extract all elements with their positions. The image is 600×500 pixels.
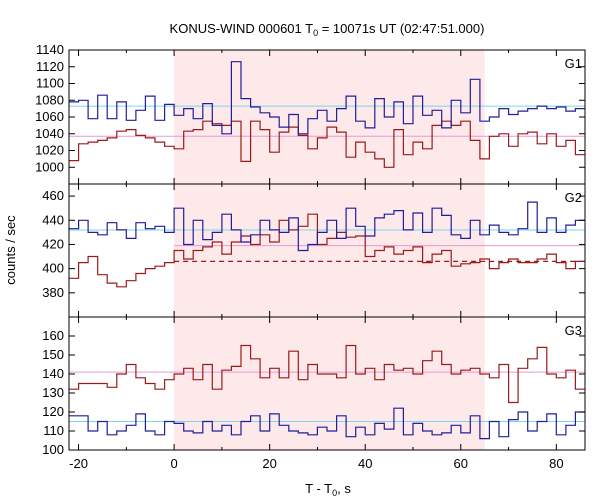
- blue-step-series: [69, 407, 585, 440]
- y-tick-label: 1000: [35, 159, 64, 174]
- blue-step-series: [69, 61, 585, 135]
- red-step-series: [69, 213, 585, 288]
- x-axis-label-sub: 0: [332, 488, 337, 498]
- y-tick-label: 150: [42, 347, 64, 362]
- chart-title-rest: = 10071s UT (02:47:51.000): [318, 21, 484, 36]
- y-axis-label: counts / sec: [3, 215, 18, 285]
- chart-title-sub: 0: [313, 28, 318, 38]
- y-tick-label: 400: [42, 261, 64, 276]
- y-tick-label: 1080: [35, 92, 64, 107]
- y-tick-label: 380: [42, 285, 64, 300]
- highlight-region: [174, 50, 485, 184]
- y-tick-label: 440: [42, 212, 64, 227]
- x-tick-label: 40: [358, 456, 372, 471]
- y-tick-label: 1100: [36, 76, 64, 91]
- chart-title-main: KONUS-WIND 000601 T: [170, 21, 314, 36]
- y-tick-label: 140: [42, 366, 64, 381]
- y-tick-label: 100: [42, 442, 64, 457]
- panel-g2: 380 400 420 440 460 G2: [42, 183, 586, 318]
- x-tick-label: 20: [262, 456, 276, 471]
- panel-g3: 100 110 120 130 140 150 160 G3: [42, 316, 586, 457]
- y-tick-label: 1040: [35, 126, 64, 141]
- red-step-series: [69, 344, 585, 404]
- y-tick-label: 1020: [35, 143, 64, 158]
- red-step-series: [69, 120, 585, 168]
- chart-title: KONUS-WIND 000601 T0 = 10071s UT (02:47:…: [170, 21, 485, 38]
- y-tick-label: 1120: [36, 59, 64, 74]
- panel-label: G1: [565, 56, 582, 71]
- panels-group: 10001020104010601080110011201140G1380400…: [35, 42, 586, 471]
- y-tick-label: 1140: [36, 42, 64, 57]
- y-tick-label: 120: [42, 404, 64, 419]
- y-tick-label: 1060: [35, 109, 64, 124]
- x-tick-label: -20: [69, 456, 88, 471]
- panel-frame: [68, 316, 586, 451]
- x-tick-label: 60: [454, 456, 468, 471]
- y-tick-label: 420: [42, 236, 64, 251]
- panel-label: G2: [565, 190, 582, 205]
- highlight-region: [174, 317, 485, 450]
- y-tick-label: 160: [42, 328, 64, 343]
- panel-label: G3: [565, 323, 582, 338]
- x-axis-label-main: T - T: [305, 481, 332, 496]
- y-tick-label: 460: [42, 188, 64, 203]
- x-tick-label: 80: [549, 456, 563, 471]
- x-axis-label: T - T0, s: [305, 481, 351, 498]
- y-tick-label: 130: [42, 385, 64, 400]
- x-tick-label: 0: [170, 456, 177, 471]
- highlight-region: [174, 184, 485, 317]
- blue-step-series: [69, 201, 585, 252]
- y-tick-label: 110: [43, 423, 64, 438]
- x-axis-label-rest: , s: [337, 481, 351, 496]
